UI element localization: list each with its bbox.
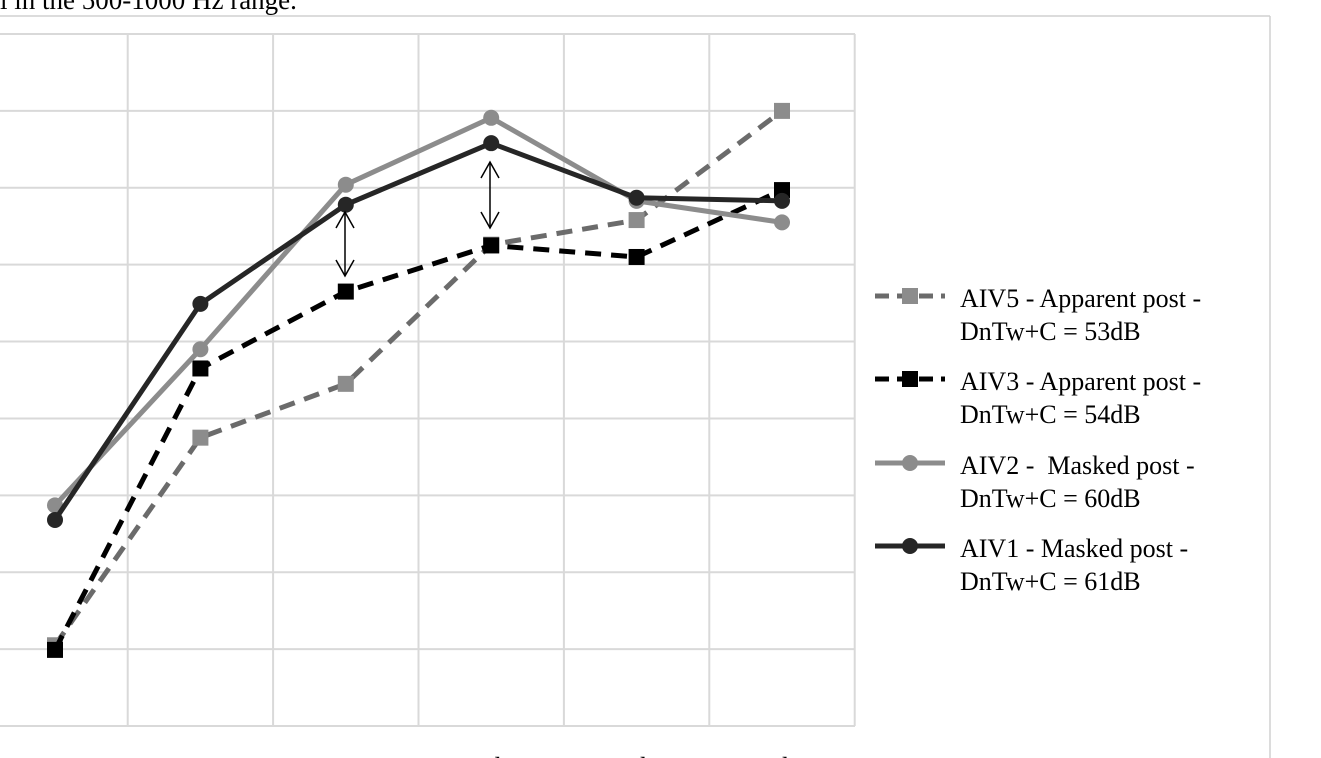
legend-swatch-marker xyxy=(902,538,918,554)
x-tick-label: 125 xyxy=(35,752,76,758)
series-line xyxy=(52,140,783,522)
marker xyxy=(47,497,63,514)
x-tick-label: 4k xyxy=(769,752,797,758)
marker xyxy=(628,189,645,206)
marker xyxy=(774,102,790,119)
x-tick-label: 1 k xyxy=(474,752,508,758)
marker xyxy=(337,375,354,392)
marker xyxy=(47,641,63,658)
marker xyxy=(192,360,209,377)
x-tick-label: 250 xyxy=(180,752,221,758)
annotation-arrows xyxy=(335,160,500,278)
marker xyxy=(192,341,209,358)
legend-entry: AIV2 - Masked post - DnTw+C = 60dB xyxy=(960,451,1202,513)
marker xyxy=(192,295,209,312)
marker xyxy=(337,196,354,213)
legend-entry: AIV3 - Apparent post - DnTw+C = 54dB xyxy=(960,367,1208,429)
legend-swatch-marker xyxy=(902,288,918,304)
marker xyxy=(337,176,354,193)
legend-entry: AIV1 - Masked post - DnTw+C = 61dB xyxy=(960,534,1195,596)
marker xyxy=(483,109,500,126)
marker xyxy=(483,237,500,254)
legend-swatch-marker xyxy=(902,371,918,387)
legend-entry: AIV5 - Apparent post - DnTw+C = 53dB xyxy=(960,284,1208,346)
x-tick-label: 2 k xyxy=(620,752,654,758)
marker xyxy=(337,283,354,300)
series-line xyxy=(53,115,783,508)
x-tick-label: 500 xyxy=(326,752,367,758)
marker xyxy=(628,212,645,229)
series-line xyxy=(52,187,784,652)
marker xyxy=(47,511,63,528)
legend-swatch-marker xyxy=(902,455,918,471)
series-line xyxy=(52,108,784,647)
marker xyxy=(774,192,790,209)
marker xyxy=(483,135,500,152)
marker xyxy=(192,429,209,446)
marker xyxy=(628,248,645,265)
caption: l in the 500-1000 Hz range. xyxy=(0,0,297,15)
marker xyxy=(774,214,790,231)
